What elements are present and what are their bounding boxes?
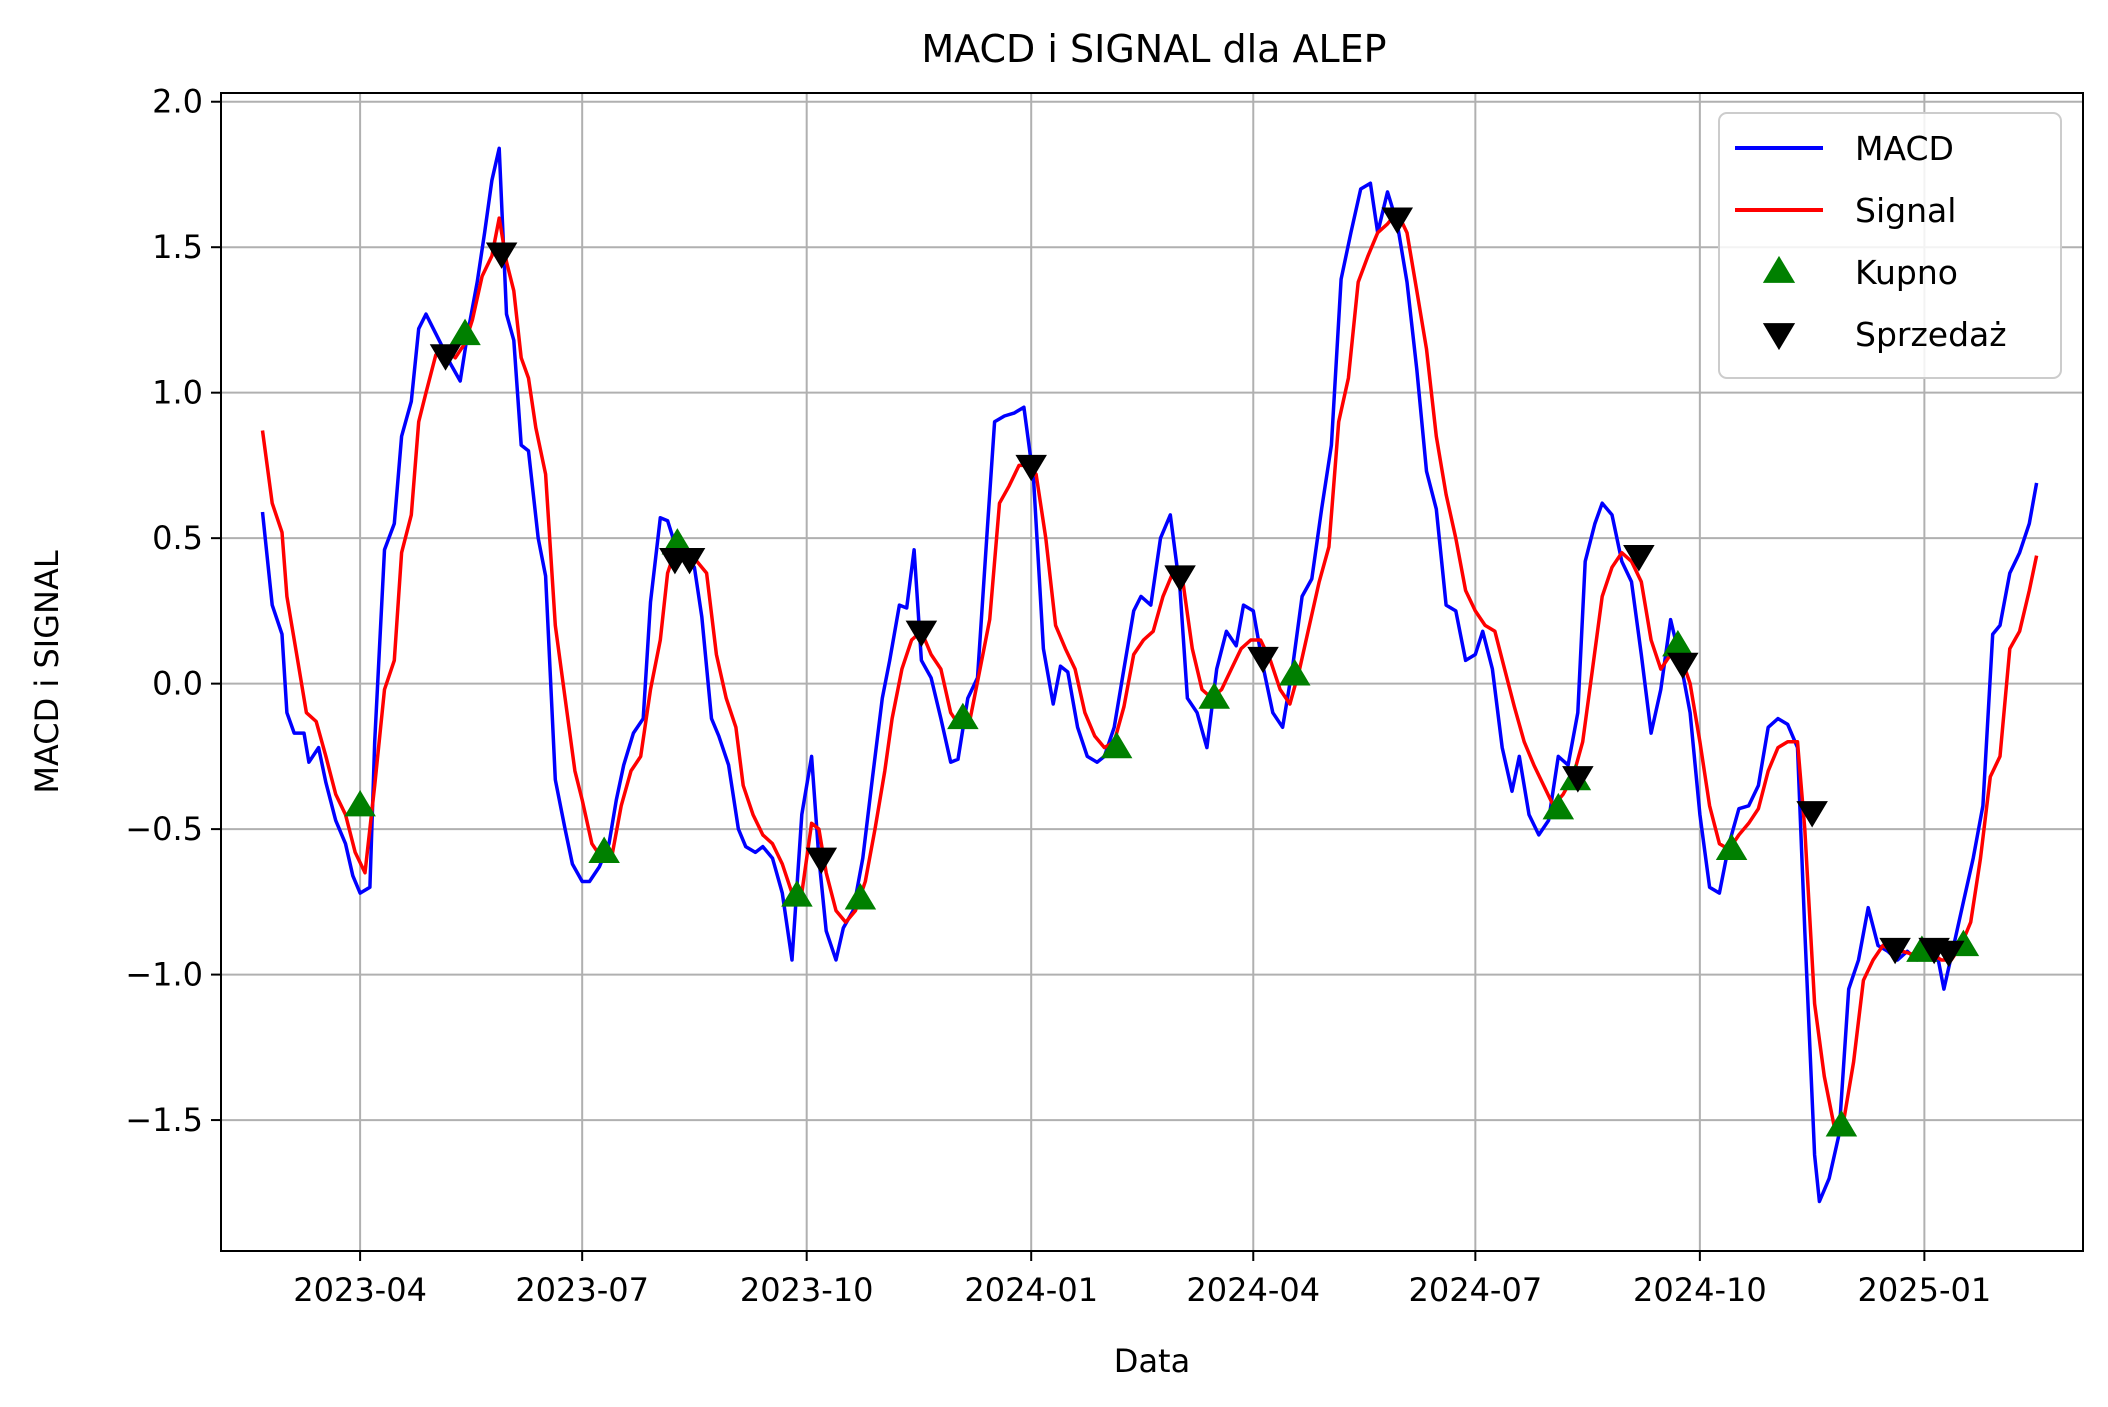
y-axis-label: MACD i SIGNAL bbox=[28, 550, 66, 794]
buy-marker bbox=[344, 789, 376, 817]
grid bbox=[221, 93, 2083, 1251]
sell-marker bbox=[429, 344, 462, 371]
buy-marker bbox=[588, 836, 620, 863]
x-axis-ticks: 2023-04 2023-07 2023-10 2024-01 2024-04 2024-… bbox=[293, 1251, 1991, 1309]
sell-marker bbox=[805, 847, 838, 875]
buy-marker bbox=[1542, 792, 1575, 820]
buy-marker bbox=[947, 702, 979, 730]
y-tick-label: −1.0 bbox=[125, 956, 203, 994]
buy-marker bbox=[1198, 682, 1230, 709]
y-tick-label: 1.5 bbox=[152, 228, 203, 266]
y-tick-label: 0.5 bbox=[152, 519, 203, 557]
x-tick-label: 2024-01 bbox=[964, 1271, 1098, 1309]
x-tick-label: 2023-04 bbox=[293, 1271, 427, 1309]
sell-marker bbox=[1879, 937, 1911, 965]
y-tick-label: 2.0 bbox=[152, 83, 203, 121]
x-tick-label: 2025-01 bbox=[1858, 1271, 1992, 1309]
legend-label: Kupno bbox=[1855, 253, 1958, 292]
signal-markers bbox=[344, 207, 1980, 1137]
legend-swatch-buy bbox=[1762, 255, 1796, 283]
x-tick-label: 2024-04 bbox=[1186, 1271, 1320, 1309]
sell-marker bbox=[1933, 940, 1965, 968]
series-line-signal bbox=[260, 210, 2039, 1128]
x-tick-label: 2023-07 bbox=[515, 1271, 649, 1309]
sell-marker bbox=[1562, 766, 1594, 793]
sell-marker bbox=[1667, 652, 1699, 680]
sell-marker bbox=[1015, 454, 1047, 482]
legend-label: MACD bbox=[1855, 129, 1954, 168]
legend-swatch-sell bbox=[1762, 323, 1796, 351]
x-axis-label: Data bbox=[1114, 1342, 1190, 1380]
y-tick-label: −0.5 bbox=[125, 810, 203, 848]
sell-marker bbox=[673, 547, 706, 575]
plot-frame bbox=[220, 92, 2084, 1252]
x-tick-label: 2024-07 bbox=[1408, 1271, 1542, 1309]
buy-marker bbox=[844, 883, 877, 910]
buy-marker bbox=[781, 880, 813, 907]
buy-marker bbox=[1715, 833, 1748, 861]
sell-marker bbox=[1381, 207, 1414, 234]
sell-marker bbox=[1164, 565, 1196, 592]
sell-marker bbox=[1623, 545, 1655, 572]
buy-marker bbox=[449, 318, 481, 346]
sell-marker bbox=[485, 242, 518, 269]
buy-marker bbox=[1825, 1110, 1858, 1137]
legend: MACD Signal Kupno Sprzedaż bbox=[1718, 112, 2062, 379]
x-tick-label: 2023-10 bbox=[740, 1271, 874, 1309]
sell-marker bbox=[1247, 646, 1279, 674]
y-tick-label: 0.0 bbox=[152, 665, 203, 703]
buy-marker bbox=[1100, 731, 1133, 759]
y-tick-label: −1.5 bbox=[125, 1101, 203, 1139]
sell-marker bbox=[905, 620, 938, 648]
buy-marker bbox=[1279, 659, 1311, 686]
x-tick-label: 2024-10 bbox=[1633, 1271, 1767, 1309]
chart-title: MACD i SIGNAL dla ALEP bbox=[921, 27, 1386, 71]
y-axis-ticks: −1.5 −1.0 −0.5 0.0 0.5 1.0 1.5 2.0 bbox=[125, 83, 221, 1139]
y-tick-label: 1.0 bbox=[152, 374, 203, 412]
legend-box bbox=[1718, 112, 2062, 379]
legend-label: Signal bbox=[1855, 191, 1956, 230]
legend-label: Sprzedaż bbox=[1855, 315, 2007, 354]
sell-marker bbox=[1796, 801, 1828, 828]
